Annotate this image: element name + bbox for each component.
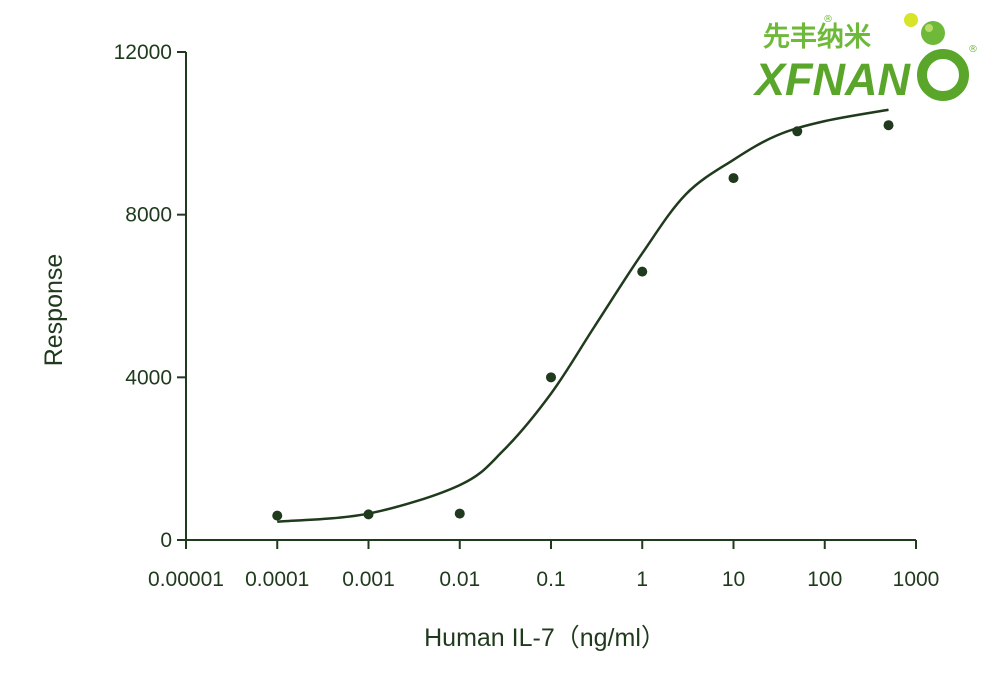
data-point [883, 120, 894, 131]
x-tick-label: 1000 [893, 568, 940, 591]
x-tick-label: 0.001 [342, 568, 395, 591]
logo-english-name: XFNAN [752, 54, 911, 105]
y-tick-label: 0 [160, 529, 172, 552]
fit-curve [277, 108, 889, 523]
data-point [546, 372, 556, 383]
y-tick-label: 12000 [114, 41, 172, 64]
x-tick-label: 1 [636, 568, 648, 591]
y-axis-ticks: 0 4000 8000 12000 [114, 41, 186, 552]
brand-logo: 先丰纳米 ® XFNAN ® [752, 13, 978, 105]
data-point [637, 266, 648, 277]
y-tick-label: 8000 [125, 204, 172, 227]
logo-o-icon [904, 13, 969, 101]
x-tick-label: 100 [807, 568, 842, 591]
x-axis-title: Human IL-7（ng/ml） [424, 624, 666, 652]
logo-chinese-name: 先丰纳米 [763, 21, 871, 53]
y-tick-label: 4000 [125, 366, 172, 389]
registered-mark-cn: ® [823, 14, 833, 25]
x-tick-label: 10 [722, 568, 745, 591]
x-axis-ticks: 0.00001 0.0001 0.001 0.01 0.1 1 10 100 1000 [148, 540, 939, 591]
data-point [792, 126, 803, 137]
x-tick-label: 0.0001 [245, 568, 309, 591]
registered-mark-en: ® [968, 44, 978, 55]
data-point [454, 508, 465, 519]
x-tick-label: 0.01 [439, 568, 480, 591]
data-point [363, 509, 374, 520]
data-points [272, 120, 894, 521]
data-point [728, 173, 739, 184]
x-tick-label: 0.00001 [148, 568, 224, 591]
x-tick-label: 0.1 [536, 568, 565, 591]
data-point [272, 510, 283, 521]
y-axis-title: Response [40, 254, 68, 367]
